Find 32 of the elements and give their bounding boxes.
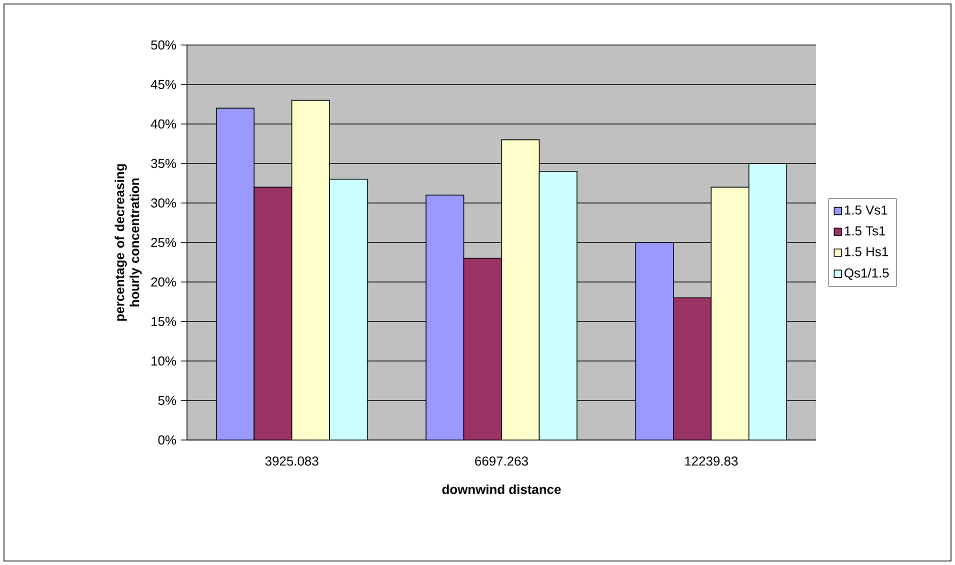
- bar: [329, 178, 368, 440]
- bar: [463, 258, 502, 440]
- bar: [216, 108, 254, 440]
- bar: [635, 242, 674, 440]
- y-tick-label: 50%: [151, 40, 176, 50]
- bar: [538, 170, 578, 440]
- y-axis-title: percentage of decreasing hourly concentration: [114, 164, 142, 321]
- y-tick-label: 45%: [150, 80, 176, 90]
- y-tick-label: 35%: [151, 158, 176, 168]
- y-tick-label: 20%: [151, 277, 176, 287]
- bar: [748, 163, 788, 440]
- legend-label: Qs1/1.5: [844, 268, 889, 280]
- y-tick-label: 30%: [151, 198, 176, 208]
- y-tick-label: 25%: [151, 238, 176, 248]
- y-tick-label: 0%: [158, 435, 176, 445]
- bar: [710, 186, 750, 440]
- bar: [291, 100, 330, 440]
- x-axis-title: downwind distance: [442, 484, 561, 494]
- legend-label: 1.5 Vs1: [844, 206, 888, 215]
- legend-label: 1.5 Ts1: [844, 226, 886, 236]
- y-tick-label: 10%: [152, 356, 176, 366]
- x-tick-label: 3925.083: [265, 456, 318, 466]
- bar: [673, 297, 712, 440]
- bar: [501, 139, 540, 440]
- bar: [254, 186, 292, 440]
- y-tick-label: 5%: [158, 396, 176, 406]
- y-tick-label: 40%: [150, 119, 176, 129]
- x-tick-label: 6697.263: [475, 456, 528, 466]
- y-tick-label: 15%: [152, 316, 176, 326]
- x-tick-label: 12239.83: [685, 456, 738, 466]
- legend-label: 1.5 Hs1: [844, 247, 888, 256]
- bar: [426, 194, 464, 440]
